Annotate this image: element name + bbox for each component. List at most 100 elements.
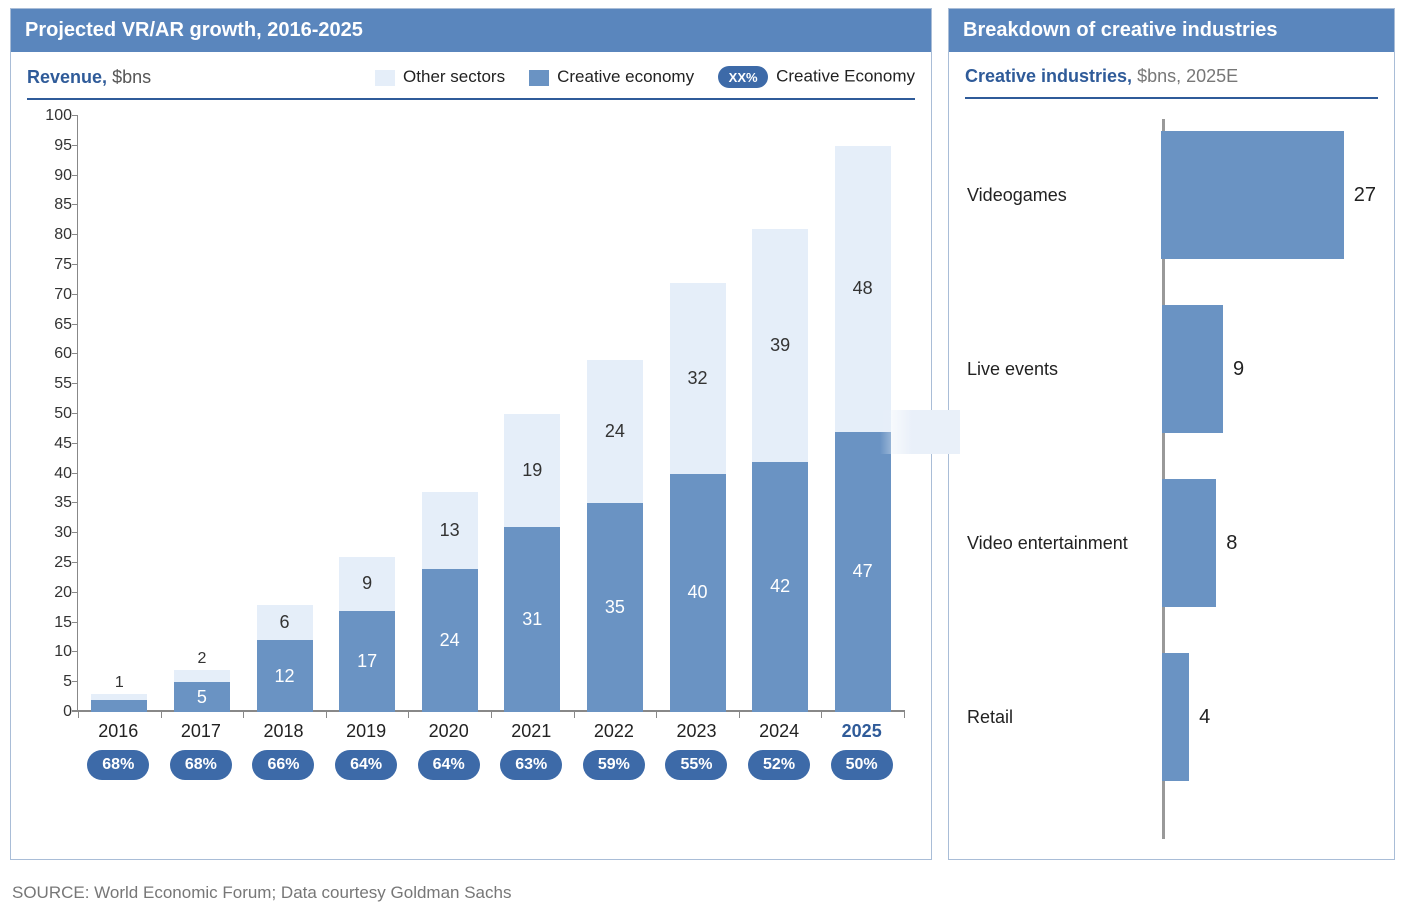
bar-segment-other: 9 [339, 557, 395, 611]
x-axis-labels: 2016201720182019202020212022202320242025 [77, 712, 903, 750]
bar-segment-creative: 12 [257, 640, 313, 712]
stacked-bar-chart: 0510152025303540455055606570758085909510… [31, 110, 911, 750]
y-tick-label: 60 [32, 345, 72, 363]
hbar-bar [1162, 305, 1223, 433]
legend-pill-label: Creative Economy [776, 67, 915, 86]
legend-pill-badge: XX% [718, 66, 768, 88]
hbar-row: Live events9 [967, 305, 1376, 433]
y-tick-label: 55 [32, 375, 72, 393]
x-axis-year-label: 2023 [661, 721, 733, 742]
y-tick-mark [72, 145, 78, 146]
y-tick-label: 15 [32, 614, 72, 632]
right-panel-body: Creative industries, $bns, 2025E Videoga… [949, 52, 1394, 859]
y-tick-label: 10 [32, 643, 72, 661]
y-tick-label: 35 [32, 494, 72, 512]
y-tick-mark [72, 204, 78, 205]
percent-pill: 64% [335, 750, 397, 780]
bar-stack: 3119 [504, 414, 560, 712]
right-panel-title: Breakdown of creative industries [949, 9, 1394, 52]
bar-segment-other: 48 [835, 146, 891, 432]
left-panel-body: Revenue, $bns Other sectors Creative eco… [11, 52, 931, 859]
y-tick-label: 80 [32, 226, 72, 244]
percent-pill: 66% [252, 750, 314, 780]
percent-pill: 68% [87, 750, 149, 780]
y-tick-label: 5 [32, 673, 72, 691]
y-tick-label: 70 [32, 286, 72, 304]
hbar-bar [1162, 653, 1189, 781]
horizontal-bar-chart: Videogames27 Live events9 Video entertainm… [967, 119, 1376, 839]
y-tick-label: 90 [32, 167, 72, 185]
right-header-rest: $bns, 2025E [1137, 66, 1238, 86]
percent-pill-cell: 55% [655, 750, 738, 780]
plot-area: 0510152025303540455055606570758085909510… [77, 116, 903, 712]
bar-segment-other: 39 [752, 229, 808, 461]
percent-pill: 59% [583, 750, 645, 780]
hbar-category-label: Video entertainment [967, 533, 1162, 554]
y-tick-mark [72, 562, 78, 563]
hbar-bar-wrap: 4 [1162, 653, 1376, 781]
percent-pill: 63% [500, 750, 562, 780]
header-divider [27, 98, 915, 100]
y-tick-mark [72, 353, 78, 354]
x-axis-year-label: 2025 [826, 721, 898, 742]
percent-pill-cell: 68% [160, 750, 243, 780]
y-tick-label: 30 [32, 524, 72, 542]
y-tick-mark [72, 294, 78, 295]
bar-segment-creative [91, 700, 147, 712]
legend-pill: XX% Creative Economy [718, 66, 915, 88]
percent-pill-row: 68%68%66%64%64%63%59%55%52%50% [77, 750, 911, 780]
bar-stack: 179 [339, 557, 395, 712]
bar-segment-creative: 47 [835, 432, 891, 712]
legend-creative-label: Creative economy [557, 67, 694, 86]
right-panel: Breakdown of creative industries Creativ… [948, 8, 1395, 860]
y-tick-label: 65 [32, 316, 72, 334]
right-header-strong: Creative industries, [965, 66, 1132, 86]
bar-stack: 126 [257, 605, 313, 712]
hbar-category-label: Retail [967, 707, 1162, 728]
hbar-bar-wrap: 8 [1162, 479, 1376, 607]
y-tick-label: 45 [32, 435, 72, 453]
bar-segment-other: 13 [422, 492, 478, 569]
y-tick-label: 75 [32, 256, 72, 274]
percent-pill-cell: 50% [820, 750, 903, 780]
y-tick-mark [72, 383, 78, 384]
bar-stack: 3524 [587, 360, 643, 712]
legend-other-swatch [375, 70, 395, 86]
x-axis-year-label: 2016 [82, 721, 154, 742]
y-tick-mark [72, 413, 78, 414]
bar-group: 126 [257, 605, 313, 712]
bar-segment-creative: 17 [339, 611, 395, 712]
bar-segment-creative: 5 [174, 682, 230, 712]
y-tick-label: 95 [32, 137, 72, 155]
hbar-value-label: 9 [1233, 358, 1244, 381]
bar-group: 3119 [504, 414, 560, 712]
bar-stack: 4239 [752, 229, 808, 712]
percent-pill-cell: 59% [573, 750, 656, 780]
percent-pill-cell: 64% [407, 750, 490, 780]
y-tick-mark [72, 234, 78, 235]
hbar-category-label: Videogames [967, 185, 1161, 206]
bar-segment-other: 19 [504, 414, 560, 527]
y-tick-mark [72, 532, 78, 533]
revenue-label: Revenue, $bns [27, 67, 151, 88]
right-header-divider [965, 97, 1378, 99]
legend-other: Other sectors [375, 67, 505, 87]
y-tick-label: 100 [32, 107, 72, 125]
source-label: SOURCE: World Economic Forum; Data court… [12, 883, 511, 903]
bar-stack [91, 694, 147, 712]
revenue-label-strong: Revenue, [27, 67, 107, 87]
hbar-bar [1162, 479, 1216, 607]
percent-pill-cell: 68% [77, 750, 160, 780]
bar-segment-other: 6 [257, 605, 313, 641]
hbar-bar-wrap: 27 [1161, 131, 1376, 259]
y-tick-label: 20 [32, 584, 72, 602]
bar-segment-creative: 31 [504, 527, 560, 712]
bar-stack: 5 [174, 670, 230, 712]
y-tick-mark [72, 651, 78, 652]
bar-segment-creative: 24 [422, 569, 478, 712]
y-tick-mark [72, 502, 78, 503]
percent-pill: 50% [831, 750, 893, 780]
bar-segment-creative: 40 [670, 474, 726, 712]
bar-group: 4239 [752, 229, 808, 712]
percent-pill-cell: 64% [325, 750, 408, 780]
